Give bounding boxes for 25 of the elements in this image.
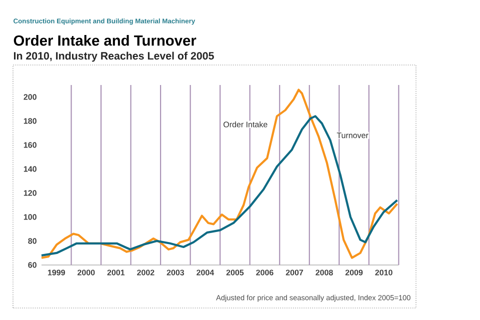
x-tick-label: 2002: [137, 270, 154, 276]
x-tick-label: 2007: [286, 270, 304, 276]
y-tick-label: 120: [24, 190, 36, 196]
x-tick-label: 2003: [166, 270, 184, 276]
chart-title: Order Intake and Turnover: [14, 34, 196, 46]
y-tick-label: 80: [28, 238, 36, 244]
x-tick-label: 2009: [345, 270, 363, 276]
x-tick-label: 2004: [196, 270, 214, 276]
y-tick-label: 160: [24, 142, 36, 148]
x-tick-label: 2010: [375, 270, 392, 276]
y-tick-label: 200: [24, 94, 36, 100]
line-series: [40, 88, 398, 259]
x-tick-label: 2001: [107, 270, 125, 276]
y-tick-label: 180: [24, 118, 36, 124]
x-tick-label: 2000: [78, 270, 95, 276]
y-tick-label: 140: [24, 166, 36, 172]
y-tick-label: 60: [28, 262, 36, 268]
x-tick-label: 2008: [316, 270, 333, 276]
y-tick-label: 100: [24, 214, 36, 220]
x-tick-label: 1999: [48, 270, 65, 276]
series-label: Turnover: [336, 132, 368, 138]
series-label: Order Intake: [224, 121, 268, 128]
chart-subtitle: In 2010, Industry Reaches Level of 2005: [14, 52, 214, 62]
x-tick-label: 2006: [256, 270, 274, 276]
x-tick-label: 2005: [226, 270, 244, 276]
